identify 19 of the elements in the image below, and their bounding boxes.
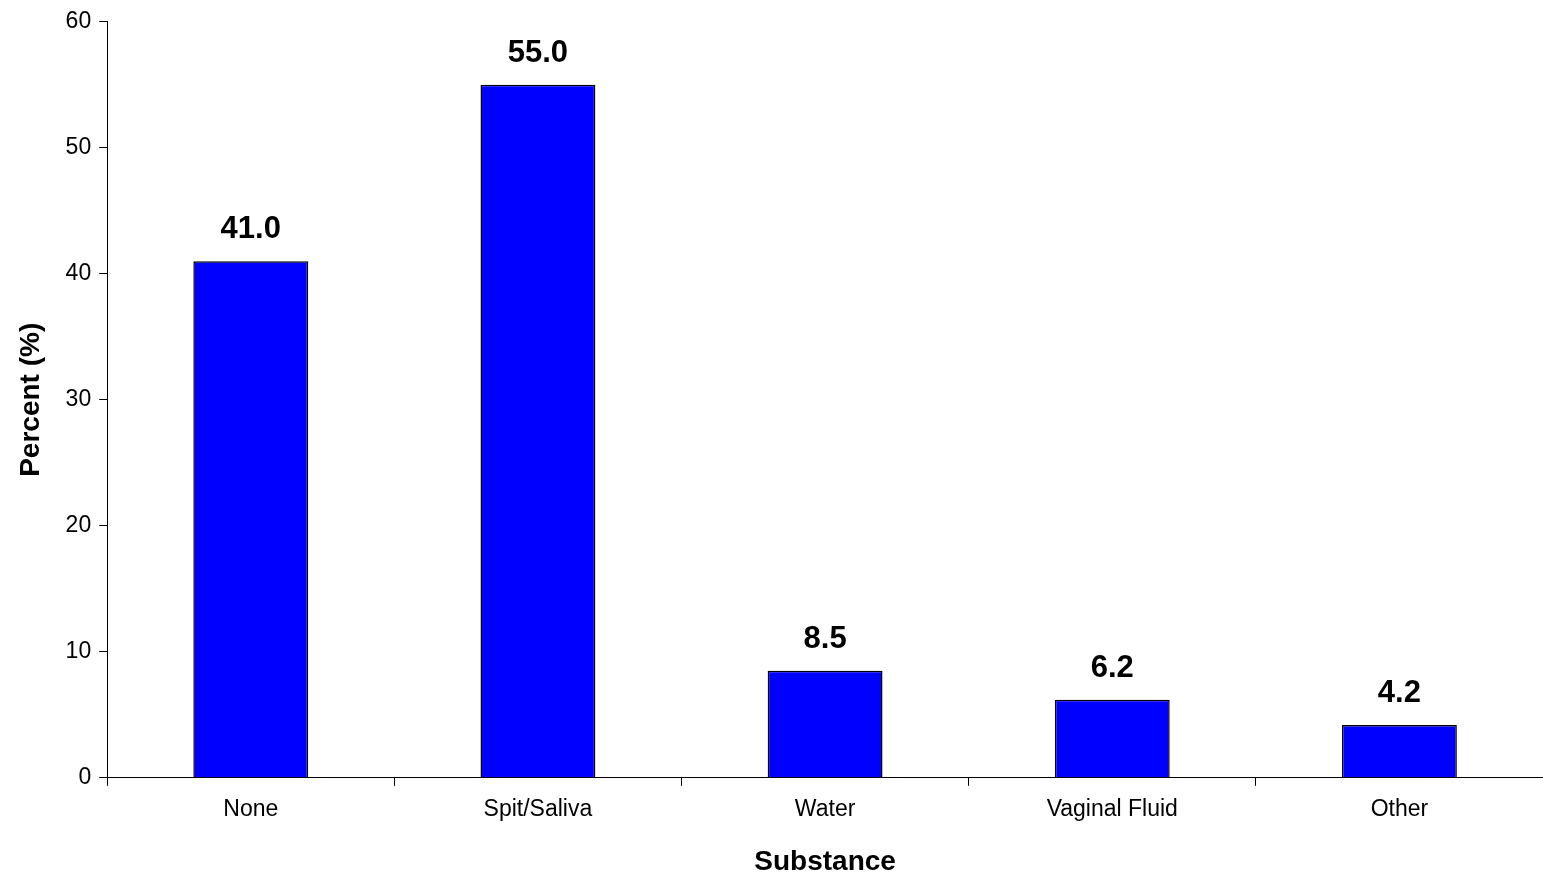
y-tick-label: 20	[65, 511, 92, 538]
data-label: 4.2	[1377, 673, 1421, 709]
y-tick-label: 30	[65, 385, 92, 412]
data-label: 41.0	[220, 210, 281, 246]
y-tick-label: 50	[65, 133, 92, 160]
data-label: 8.5	[803, 619, 847, 655]
data-label: 6.2	[1090, 648, 1134, 684]
x-tick-label: Water	[794, 794, 856, 821]
x-axis-title: Substance	[754, 844, 896, 876]
data-label: 55.0	[507, 33, 569, 69]
y-tick-label: 60	[65, 7, 92, 34]
y-tick-label: 0	[78, 763, 92, 790]
x-tick-label: Other	[1370, 794, 1429, 821]
x-tick-label: Vaginal Fluid	[1046, 794, 1178, 821]
y-axis-title: Percent (%)	[13, 322, 45, 477]
x-tick-label: None	[223, 794, 279, 821]
x-tick-label: Spit/Saliva	[483, 794, 593, 821]
y-tick-label: 10	[65, 637, 92, 664]
y-tick-label: 40	[65, 259, 92, 286]
